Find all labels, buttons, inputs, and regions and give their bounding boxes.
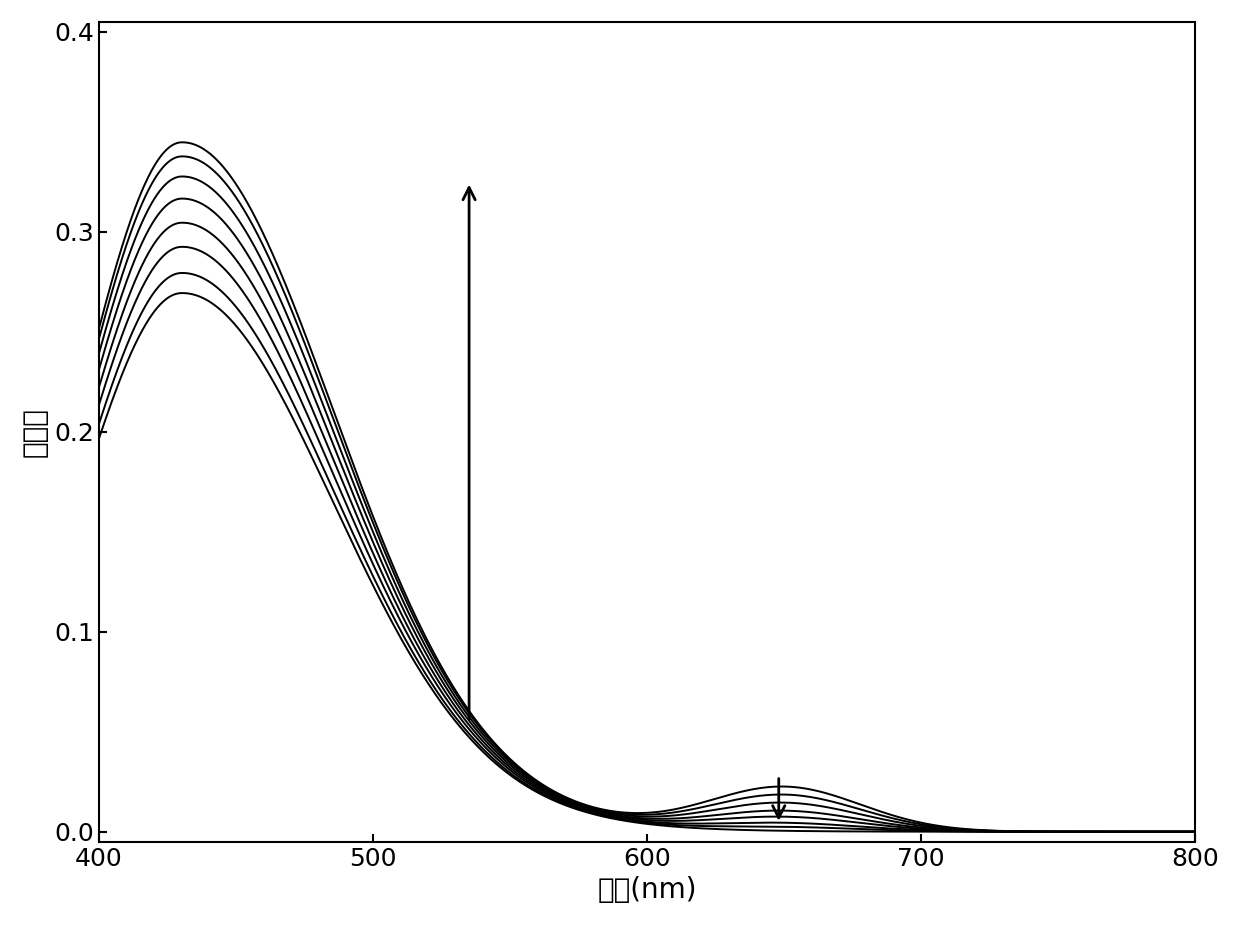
Y-axis label: 吸收值: 吸收值 <box>21 407 48 457</box>
X-axis label: 波长(nm): 波长(nm) <box>598 876 697 904</box>
